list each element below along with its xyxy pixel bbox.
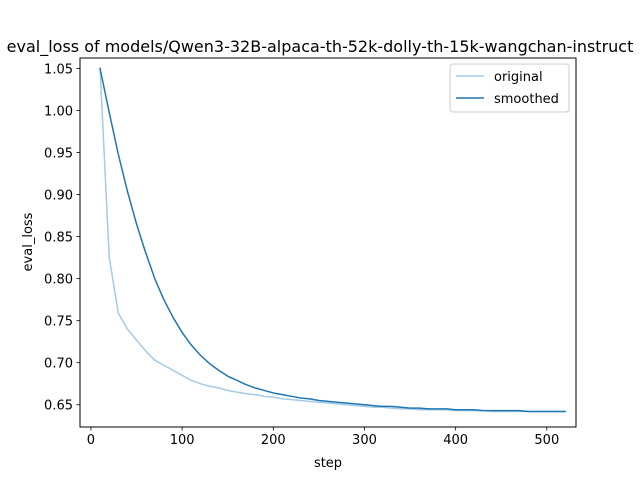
series-layer (99, 67, 566, 413)
y-tick-label: 0.85 (44, 231, 73, 246)
x-tick-label: 300 (352, 433, 377, 448)
legend: original smoothed (449, 63, 570, 113)
chart-title: eval_loss of models/Qwen3-32B-alpaca-th-… (7, 37, 634, 57)
y-tick-label: 0.65 (44, 399, 73, 414)
plot-area (80, 58, 576, 427)
ticks-layer: 0 100 200 300 400 500 0.65 0.70 0.75 0.80 0.85 0.90… (44, 63, 559, 448)
y-axis-label: eval_loss (21, 212, 36, 271)
y-tick-label: 0.80 (44, 273, 73, 288)
x-tick-label: 500 (534, 433, 559, 448)
x-tick-label: 0 (87, 433, 95, 448)
y-tick-label: 0.75 (44, 315, 73, 330)
y-tick-label: 1.05 (44, 63, 73, 78)
y-tick-label: 0.70 (44, 357, 73, 372)
x-tick-label: 200 (261, 433, 286, 448)
plot-frame (79, 57, 577, 428)
legend-label-original: original (494, 70, 543, 85)
series-line-smoothed (99, 67, 566, 413)
x-tick-label: 100 (170, 433, 195, 448)
y-tick-label: 0.95 (44, 147, 73, 162)
y-tick-label: 0.90 (44, 189, 73, 204)
legend-label-smoothed: smoothed (494, 92, 559, 107)
x-axis-label: step (314, 456, 342, 471)
x-tick-label: 400 (443, 433, 468, 448)
y-tick-label: 1.00 (44, 105, 73, 120)
